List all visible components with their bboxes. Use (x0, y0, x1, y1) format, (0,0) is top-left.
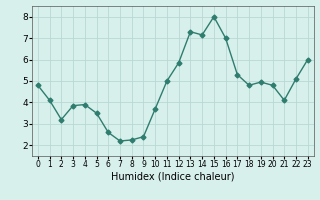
X-axis label: Humidex (Indice chaleur): Humidex (Indice chaleur) (111, 172, 235, 182)
